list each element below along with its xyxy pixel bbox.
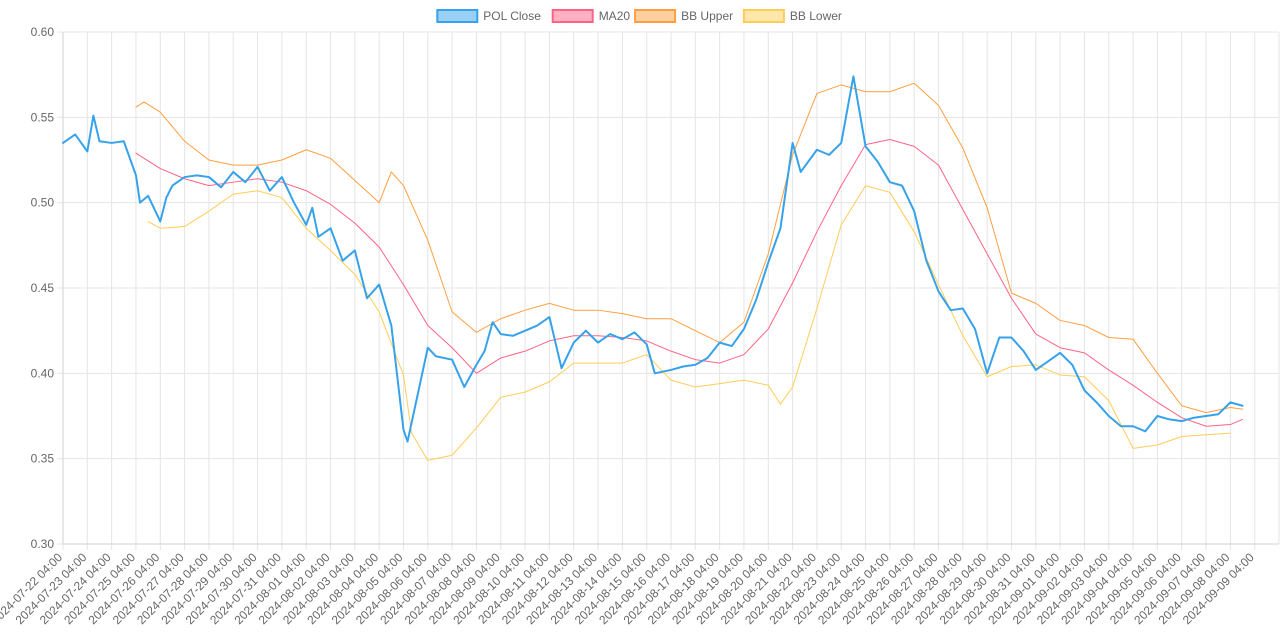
- series-line-ma20: [135, 139, 1244, 427]
- series-line-bb-upper: [135, 82, 1244, 414]
- legend-swatch: [551, 9, 594, 23]
- grid: [62, 31, 1280, 545]
- legend-label: BB Lower: [790, 9, 842, 23]
- legend-swatch: [742, 9, 785, 23]
- y-tick-label: 0.35: [31, 452, 55, 466]
- legend-item-ma20[interactable]: MA20: [551, 9, 631, 23]
- y-tick-label: 0.60: [31, 25, 55, 39]
- series-line-pol-close: [62, 75, 1244, 443]
- legend-label: BB Upper: [681, 9, 733, 23]
- legend-label: POL Close: [483, 9, 541, 23]
- legend: POL Close MA20 BB Upper BB Lower: [436, 9, 842, 23]
- y-tick-label: 0.30: [31, 537, 55, 551]
- legend-swatch: [634, 9, 677, 23]
- series-line-bb-lower: [147, 185, 1231, 461]
- legend-swatch: [436, 9, 479, 23]
- legend-item-bb-upper[interactable]: BB Upper: [634, 9, 733, 23]
- y-tick-label: 0.45: [31, 281, 55, 295]
- legend-item-pol-close[interactable]: POL Close: [436, 9, 541, 23]
- legend-item-bb-lower[interactable]: BB Lower: [742, 9, 842, 23]
- y-tick-label: 0.55: [31, 110, 55, 124]
- legend-label: MA20: [599, 9, 631, 23]
- y-tick-label: 0.40: [31, 366, 55, 380]
- y-tick-label: 0.50: [31, 196, 55, 210]
- series: [62, 75, 1244, 461]
